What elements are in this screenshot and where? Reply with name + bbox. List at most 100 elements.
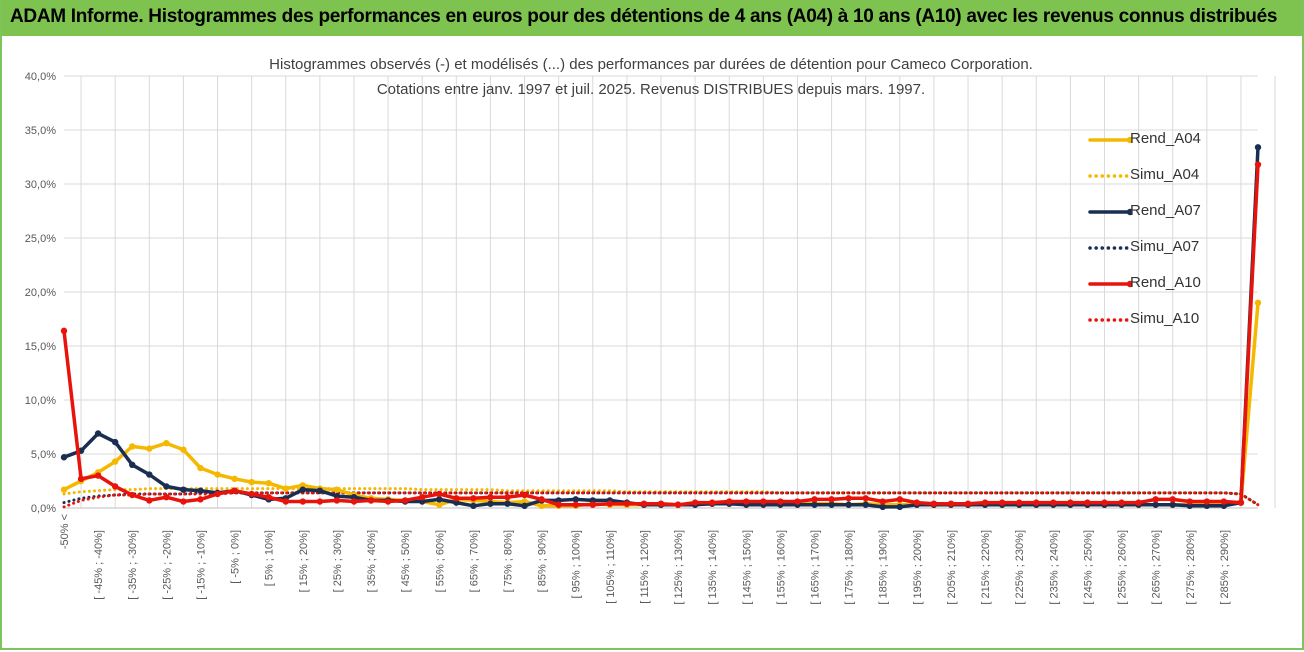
data-point-rend_a10 bbox=[60, 327, 68, 335]
data-point-rend_a10 bbox=[1101, 499, 1108, 506]
data-point-rend_a04 bbox=[163, 440, 170, 447]
data-point-rend_a04 bbox=[265, 479, 272, 487]
x-tick-label: [ 275% ; 280%] bbox=[1185, 530, 1197, 605]
x-tick-label: [ -15% ; -10%] bbox=[195, 530, 207, 600]
legend-item-simu_a04: Simu_A04 bbox=[1068, 166, 1248, 186]
x-tick-label: [ 185% ; 190%] bbox=[878, 530, 890, 605]
data-point-rend_a04 bbox=[282, 485, 289, 492]
x-tick-label: [ 245% ; 250%] bbox=[1082, 530, 1094, 605]
data-point-rend_a10 bbox=[401, 497, 409, 504]
data-point-rend_a07 bbox=[60, 454, 68, 461]
data-point-rend_a10 bbox=[180, 498, 187, 505]
data-point-rend_a07 bbox=[111, 438, 119, 446]
data-point-rend_a10 bbox=[930, 500, 938, 507]
data-point-rend_a10 bbox=[419, 494, 426, 501]
x-tick-label: [ 265% ; 270%] bbox=[1151, 530, 1163, 605]
legend-swatch-simu_a10 bbox=[1088, 318, 1132, 322]
grid-lines bbox=[64, 75, 1276, 509]
data-point-rend_a10 bbox=[811, 496, 818, 503]
y-tick-label: 20,0% bbox=[25, 287, 56, 299]
x-tick-label: -50% < bbox=[59, 514, 71, 549]
data-point-rend_a04 bbox=[538, 502, 545, 510]
data-point-rend_a04 bbox=[111, 458, 119, 465]
data-point-rend_a10 bbox=[1169, 496, 1176, 503]
data-point-rend_a10 bbox=[879, 498, 886, 505]
data-point-rend_a07 bbox=[299, 486, 306, 493]
data-point-rend_a07 bbox=[163, 483, 170, 490]
data-point-rend_a10 bbox=[1118, 499, 1125, 506]
x-tick-label: [ 175% ; 180%] bbox=[844, 530, 856, 605]
data-point-rend_a07 bbox=[316, 487, 324, 494]
data-point-rend_a10 bbox=[640, 500, 648, 507]
data-point-rend_a10 bbox=[794, 498, 801, 505]
data-point-rend_a10 bbox=[453, 495, 460, 502]
data-point-rend_a10 bbox=[743, 498, 750, 505]
x-tick-label: [ 255% ; 260%] bbox=[1117, 530, 1129, 605]
x-tick-label: [ 105% ; 110%] bbox=[605, 530, 617, 604]
data-point-rend_a10 bbox=[674, 501, 682, 508]
data-point-rend_a04 bbox=[1254, 299, 1262, 306]
data-point-rend_a10 bbox=[248, 490, 255, 498]
y-tick-label: 5,0% bbox=[31, 449, 56, 461]
data-point-rend_a10 bbox=[197, 496, 204, 503]
data-point-rend_a10 bbox=[384, 498, 392, 505]
data-point-rend_a04 bbox=[231, 475, 238, 483]
x-tick-label: [ 35% ; 40%] bbox=[366, 530, 378, 592]
x-tick-label: [ 215% ; 220%] bbox=[980, 530, 992, 605]
x-tick-label: [ 45% ; 50%] bbox=[400, 530, 412, 592]
data-point-rend_a10 bbox=[231, 487, 238, 494]
y-tick-label: 30,0% bbox=[25, 179, 56, 191]
data-point-rend_a10 bbox=[1220, 498, 1228, 505]
data-point-rend_a07 bbox=[572, 496, 579, 503]
data-point-rend_a10 bbox=[1135, 499, 1142, 506]
legend-swatch-rend_a07 bbox=[1088, 208, 1132, 216]
data-point-rend_a10 bbox=[77, 475, 85, 483]
data-point-rend_a10 bbox=[1237, 499, 1245, 506]
legend-label: Rend_A07 bbox=[1130, 202, 1201, 219]
data-point-rend_a10 bbox=[828, 496, 835, 503]
data-point-rend_a10 bbox=[487, 494, 494, 501]
x-axis-ticks: -50% < [ -45% ; -40%] [ -35% ; -30%] [ -25%… bbox=[59, 514, 1231, 605]
data-point-rend_a07 bbox=[862, 501, 869, 508]
legend-item-rend_a10: Rend_A10 bbox=[1068, 274, 1248, 294]
data-point-rend_a04 bbox=[214, 471, 221, 478]
x-tick-label: [ 75% ; 80%] bbox=[502, 530, 514, 592]
x-tick-label: [ 25% ; 30%] bbox=[332, 530, 344, 592]
report-banner: ADAM Informe. Histogrammes des performan… bbox=[0, 0, 1304, 36]
y-tick-label: 15,0% bbox=[25, 341, 56, 353]
data-point-rend_a10 bbox=[708, 499, 716, 506]
data-point-rend_a10 bbox=[436, 490, 443, 498]
data-point-rend_a10 bbox=[1016, 499, 1023, 506]
data-point-rend_a07 bbox=[828, 501, 835, 508]
report-title: ADAM Informe. Histogrammes des performan… bbox=[10, 6, 1278, 27]
x-tick-label: [ 5% ; 10%] bbox=[264, 530, 276, 586]
data-point-rend_a10 bbox=[981, 499, 989, 506]
data-point-rend_a10 bbox=[555, 501, 562, 508]
data-point-rend_a10 bbox=[1067, 499, 1074, 506]
data-point-rend_a10 bbox=[657, 500, 665, 507]
data-point-rend_a10 bbox=[1254, 161, 1262, 168]
data-point-rend_a10 bbox=[1203, 498, 1211, 505]
chart-title: Histogrammes observés (-) et modélisés (… bbox=[269, 56, 1033, 73]
data-point-rend_a04 bbox=[333, 486, 341, 493]
legend-label: Rend_A10 bbox=[1130, 274, 1201, 291]
x-tick-label: [ 135% ; 140%] bbox=[707, 530, 719, 605]
x-tick-label: [ -45% ; -40%] bbox=[93, 530, 105, 600]
data-point-rend_a10 bbox=[350, 498, 358, 505]
data-point-rend_a07 bbox=[94, 430, 102, 437]
data-point-rend_a10 bbox=[1084, 499, 1091, 506]
legend-item-rend_a04: Rend_A04 bbox=[1068, 130, 1248, 150]
data-point-rend_a10 bbox=[777, 498, 784, 505]
legend-item-simu_a10: Simu_A10 bbox=[1068, 310, 1248, 330]
data-point-rend_a10 bbox=[572, 501, 579, 508]
legend-label: Simu_A10 bbox=[1130, 310, 1200, 327]
data-point-rend_a07 bbox=[504, 500, 511, 507]
data-point-rend_a10 bbox=[333, 497, 341, 504]
data-point-rend_a10 bbox=[998, 499, 1006, 506]
data-point-rend_a07 bbox=[521, 502, 528, 510]
legend-swatch-rend_a10 bbox=[1088, 280, 1132, 288]
data-point-rend_a10 bbox=[589, 501, 596, 508]
data-point-rend_a07 bbox=[896, 503, 903, 511]
legend-item-simu_a07: Simu_A07 bbox=[1068, 238, 1248, 258]
